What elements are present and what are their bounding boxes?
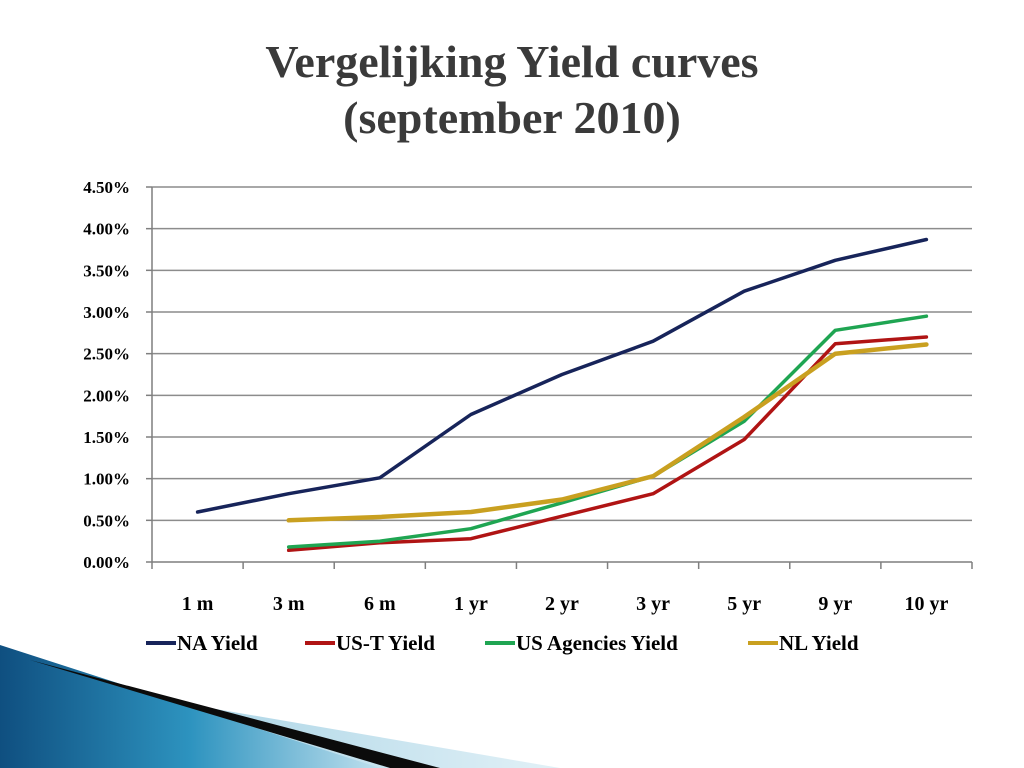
x-tick-label: 9 yr xyxy=(818,593,852,615)
y-tick-label: 2.50% xyxy=(83,345,130,364)
x-tick-label: 5 yr xyxy=(727,593,761,615)
x-tick-label: 1 m xyxy=(182,593,214,615)
x-tick-label: 3 yr xyxy=(636,593,670,615)
x-tick-label: 2 yr xyxy=(545,593,579,615)
y-tick-label: 2.00% xyxy=(83,386,130,405)
x-tick-label: 6 m xyxy=(364,593,396,615)
y-tick-label: 4.50% xyxy=(83,178,130,197)
legend-label-us-t-yield: US-T Yield xyxy=(336,631,435,655)
title-line-1: Vergelijking Yield curves xyxy=(265,36,759,87)
y-tick-label: 0.00% xyxy=(83,553,130,572)
x-tick-labels: 1 m 3 m 6 m 1 yr 2 yr 3 yr 5 yr 9 yr 10 yr xyxy=(182,593,949,615)
y-tick-label: 1.00% xyxy=(83,470,130,489)
y-tick-label: 3.50% xyxy=(83,261,130,280)
legend-label-na-yield: NA Yield xyxy=(177,631,258,655)
x-tick-label: 10 yr xyxy=(904,593,948,615)
axes xyxy=(146,186,973,569)
legend-label-nl-yield: NL Yield xyxy=(779,631,859,655)
series-line-nl-yield xyxy=(286,342,929,523)
y-tick-label: 3.00% xyxy=(83,303,130,322)
swoosh-dark-band xyxy=(30,660,440,768)
series-line-na-yield xyxy=(195,237,929,514)
x-tick-label: 3 m xyxy=(273,593,305,615)
title-line-2: (september 2010) xyxy=(343,92,681,143)
legend: NA Yield US-T Yield US Agencies Yield NL Yi… xyxy=(146,631,859,655)
x-tick-label: 1 yr xyxy=(454,593,488,615)
y-tick-label: 4.00% xyxy=(83,220,130,239)
legend-label-us-agencies-yield: US Agencies Yield xyxy=(516,631,678,655)
y-tick-labels: 0.00% 0.50% 1.00% 1.50% 2.00% 2.50% 3.00% 3.50%… xyxy=(83,178,130,572)
y-tick-label: 1.50% xyxy=(83,428,130,447)
slide-title: Vergelijking Yield curves (september 201… xyxy=(0,34,1024,146)
series-lines xyxy=(195,237,929,553)
y-tick-label: 0.50% xyxy=(83,511,130,530)
decorative-swoosh xyxy=(0,645,560,768)
series-line-us-t-yield xyxy=(286,335,929,553)
gridlines xyxy=(152,186,972,522)
